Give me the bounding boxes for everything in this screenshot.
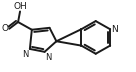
Text: N: N — [111, 25, 118, 34]
Text: N: N — [45, 53, 51, 62]
Text: OH: OH — [13, 2, 27, 11]
Text: N: N — [23, 50, 29, 59]
Text: O: O — [1, 24, 8, 33]
